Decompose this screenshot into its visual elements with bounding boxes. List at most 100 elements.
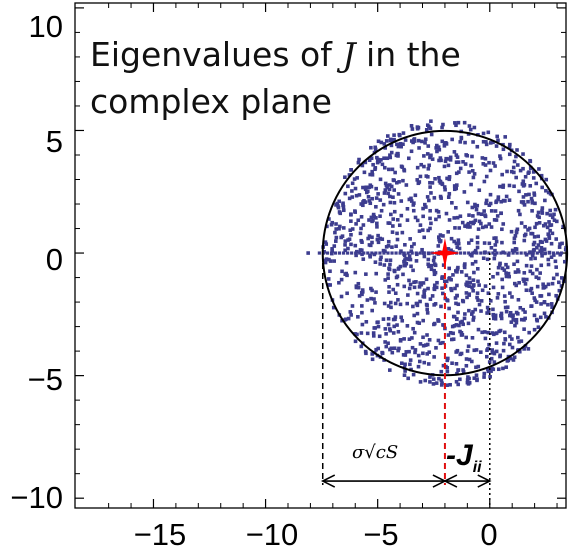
eigenvalue-point: [392, 209, 397, 214]
eigenvalue-point: [521, 307, 526, 312]
eigenvalue-point: [458, 214, 463, 219]
real-eigenvalue-point: [325, 251, 330, 255]
eigenvalue-point: [402, 259, 406, 264]
eigenvalue-point: [456, 368, 460, 372]
eigenvalue-point: [381, 317, 386, 321]
eigenvalue-point: [463, 224, 467, 228]
eigenvalue-point: [530, 209, 534, 213]
eigenvalue-point: [488, 141, 493, 145]
eigenvalue-point: [452, 324, 457, 328]
eigenvalue-point: [509, 320, 514, 324]
eigenvalue-point: [418, 223, 423, 227]
eigenvalue-point: [474, 207, 479, 212]
eigenvalue-point: [405, 218, 410, 222]
eigenvalue-point: [497, 329, 501, 334]
eigenvalue-point: [397, 346, 401, 351]
eigenvalue-point: [429, 153, 433, 158]
eigenvalue-point: [548, 228, 552, 233]
eigenvalue-point: [546, 190, 551, 195]
eigenvalue-point: [543, 284, 548, 289]
eigenvalue-point: [476, 298, 480, 302]
eigenvalue-point: [343, 243, 347, 247]
eigenvalue-point: [378, 257, 383, 262]
eigenvalue-point: [454, 350, 458, 354]
eigenvalue-point: [541, 282, 545, 287]
eigenvalue-point: [436, 210, 441, 214]
eigenvalue-point: [373, 260, 378, 264]
eigenvalue-point: [481, 131, 486, 136]
eigenvalue-point: [532, 296, 537, 300]
title-symbol: J: [336, 35, 357, 74]
eigenvalue-point: [437, 214, 441, 219]
eigenvalue-point: [387, 284, 391, 289]
eigenvalue-point: [369, 286, 373, 291]
eigenvalue-point: [470, 154, 474, 159]
eigenvalue-point: [535, 245, 539, 250]
eigenvalue-point: [398, 339, 403, 343]
eigenvalue-point: [558, 252, 563, 257]
eigenvalue-point: [467, 381, 472, 385]
eigenvalue-point: [432, 262, 437, 266]
eigenvalue-point: [412, 280, 416, 285]
outlier-eigenvalue-point: [306, 251, 310, 255]
eigenvalue-point: [392, 268, 397, 273]
eigenvalue-point: [510, 345, 515, 350]
eigenvalue-point: [423, 137, 428, 142]
eigenvalue-point: [430, 157, 435, 161]
eigenvalue-point: [427, 198, 431, 203]
eigenvalue-point: [445, 383, 449, 387]
eigenvalue-point: [448, 382, 452, 387]
eigenvalue-point: [415, 218, 420, 223]
ji-label: -Jii: [446, 439, 482, 476]
eigenvalue-point: [443, 187, 447, 192]
real-eigenvalue-point: [511, 251, 515, 255]
eigenvalue-point: [409, 264, 413, 269]
eigenvalue-point: [368, 254, 372, 259]
eigenvalue-point: [375, 225, 379, 229]
eigenvalue-point: [466, 225, 470, 229]
eigenvalue-point: [413, 193, 418, 198]
eigenvalue-point: [469, 238, 474, 243]
eigenvalue-point: [349, 213, 353, 217]
eigenvalue-point: [361, 203, 365, 208]
eigenvalue-point: [408, 257, 413, 262]
eigenvalue-point: [396, 192, 401, 196]
eigenvalue-point: [502, 199, 506, 203]
eigenvalue-point: [529, 231, 533, 236]
eigenvalue-point: [428, 155, 432, 160]
eigenvalue-point: [388, 138, 393, 143]
eigenvalue-point: [485, 348, 489, 353]
eigenvalue-point: [341, 208, 346, 213]
tick-label-y-0: 10: [29, 9, 63, 44]
eigenvalue-point: [487, 160, 491, 165]
eigenvalue-point: [480, 156, 485, 160]
eigenvalue-point: [505, 305, 510, 309]
eigenvalue-point: [512, 281, 517, 286]
eigenvalue-point: [534, 181, 539, 186]
eigenvalue-point: [403, 353, 408, 357]
eigenvalue-point: [397, 223, 402, 228]
eigenvalue-point: [474, 365, 478, 370]
eigenvalue-point: [357, 193, 362, 197]
eigenvalue-point: [363, 160, 368, 165]
eigenvalue-point: [409, 139, 414, 143]
eigenvalue-point: [422, 154, 426, 158]
eigenvalue-point: [443, 159, 448, 164]
eigenvalue-point: [458, 329, 462, 334]
eigenvalue-point: [447, 175, 452, 179]
eigenvalue-point: [327, 217, 331, 221]
eigenvalue-point: [433, 177, 437, 181]
eigenvalue-point: [464, 363, 469, 368]
eigenvalue-point: [513, 234, 518, 238]
eigenvalue-point: [523, 282, 528, 286]
eigenvalue-point: [413, 348, 418, 352]
eigenvalue-point: [492, 360, 497, 364]
eigenvalue-point: [389, 184, 394, 189]
eigenvalue-point: [529, 264, 534, 268]
eigenvalue-point: [385, 156, 390, 161]
eigenvalue-point: [542, 311, 547, 316]
eigenvalue-point: [402, 373, 407, 378]
eigenvalue-point: [447, 218, 452, 222]
eigenvalue-point: [526, 347, 531, 351]
eigenvalue-point: [494, 239, 499, 244]
